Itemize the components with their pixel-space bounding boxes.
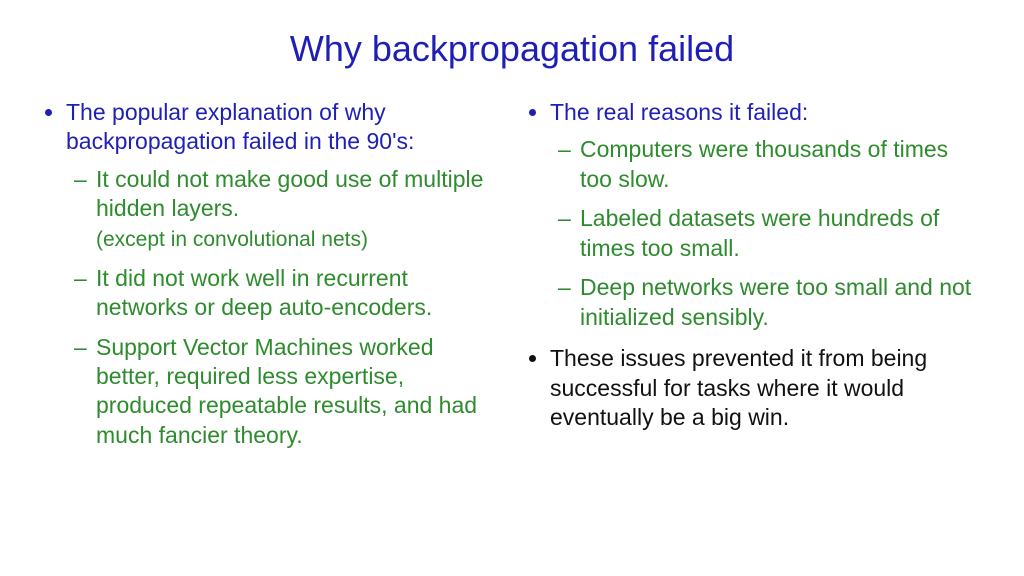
left-sub-list: It could not make good use of multiple h… [66,165,500,450]
left-item-1-main: It could not make good use of multiple h… [96,166,483,221]
right-trailer: These issues prevented it from being suc… [550,344,984,432]
content-columns: The popular explanation of why backpropa… [40,98,984,462]
left-top-list: The popular explanation of why backpropa… [40,98,500,450]
right-item-1-main: Computers were thousands of times too sl… [580,136,948,191]
right-column: The real reasons it failed: Computers we… [524,98,984,462]
right-sub-list: Computers were thousands of times too sl… [550,135,984,332]
left-item-2-main: It did not work well in recurrent networ… [96,265,432,320]
right-item-3: Deep networks were too small and not ini… [580,273,984,332]
left-item-2: It did not work well in recurrent networ… [96,264,500,323]
left-item-3-main: Support Vector Machines worked better, r… [96,334,477,448]
left-item-1: It could not make good use of multiple h… [96,165,500,254]
left-item-3: Support Vector Machines worked better, r… [96,333,500,451]
right-top-list: The real reasons it failed: Computers we… [524,98,984,432]
left-column: The popular explanation of why backpropa… [40,98,500,462]
right-lead: The real reasons it failed: Computers we… [550,98,984,332]
left-item-1-paren: (except in convolutional nets) [96,228,368,251]
slide-title: Why backpropagation failed [40,28,984,70]
right-item-2-main: Labeled datasets were hundreds of times … [580,205,939,260]
slide: Why backpropagation failed The popular e… [0,0,1024,576]
left-lead: The popular explanation of why backpropa… [66,98,500,450]
right-item-1: Computers were thousands of times too sl… [580,135,984,194]
right-item-3-main: Deep networks were too small and not ini… [580,274,971,329]
right-lead-text: The real reasons it failed: [550,99,808,125]
left-lead-text: The popular explanation of why backpropa… [66,99,414,154]
right-item-2: Labeled datasets were hundreds of times … [580,204,984,263]
